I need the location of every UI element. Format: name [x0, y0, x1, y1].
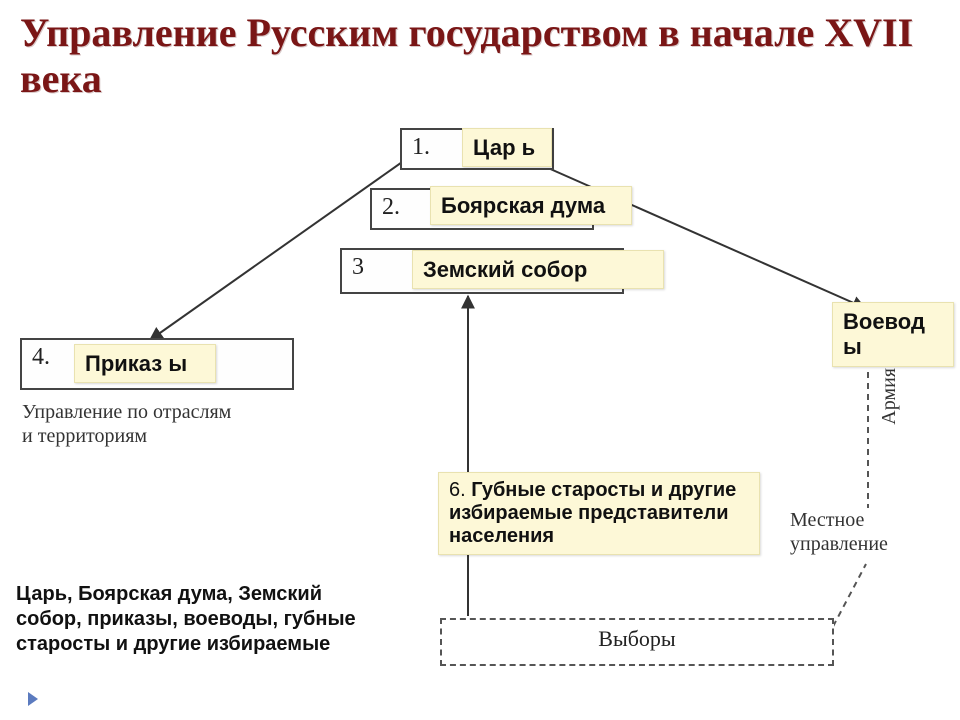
diagram-stage: Управление Русским государством в начале…	[0, 0, 960, 720]
label-local-government: Местное управление	[790, 508, 950, 556]
sticky-gubnye: 6. Губные старосты и другие избираемые п…	[438, 472, 760, 555]
sticky-zemsky-sobor: Земский собор	[412, 250, 664, 289]
page-title: Управление Русским государством в начале…	[20, 10, 940, 102]
sticky-tsar: Цар ь	[462, 128, 552, 167]
sticky-boyar-duma: Боярская дума	[430, 186, 632, 225]
play-bullet-icon	[28, 692, 38, 706]
box-3-number: 3	[352, 254, 364, 280]
box-2-number: 2.	[382, 194, 400, 220]
elections-box: Выборы	[440, 618, 834, 666]
box-4-number: 4.	[32, 344, 50, 370]
label-branch-territory: Управление по отраслям и территориям	[22, 400, 232, 448]
sticky-gubnye-prefix: 6.	[449, 479, 471, 501]
box-1-number: 1.	[412, 134, 430, 160]
sticky-prikazy: Приказ ы	[74, 344, 216, 383]
answers-list: Царь, Боярская дума, Земский собор, прик…	[16, 582, 376, 657]
sticky-voevody: Воевод ы	[832, 302, 954, 367]
label-army-vertical: Армия	[878, 368, 901, 425]
sticky-gubnye-text: Губные старосты и другие избираемые пред…	[449, 479, 736, 547]
